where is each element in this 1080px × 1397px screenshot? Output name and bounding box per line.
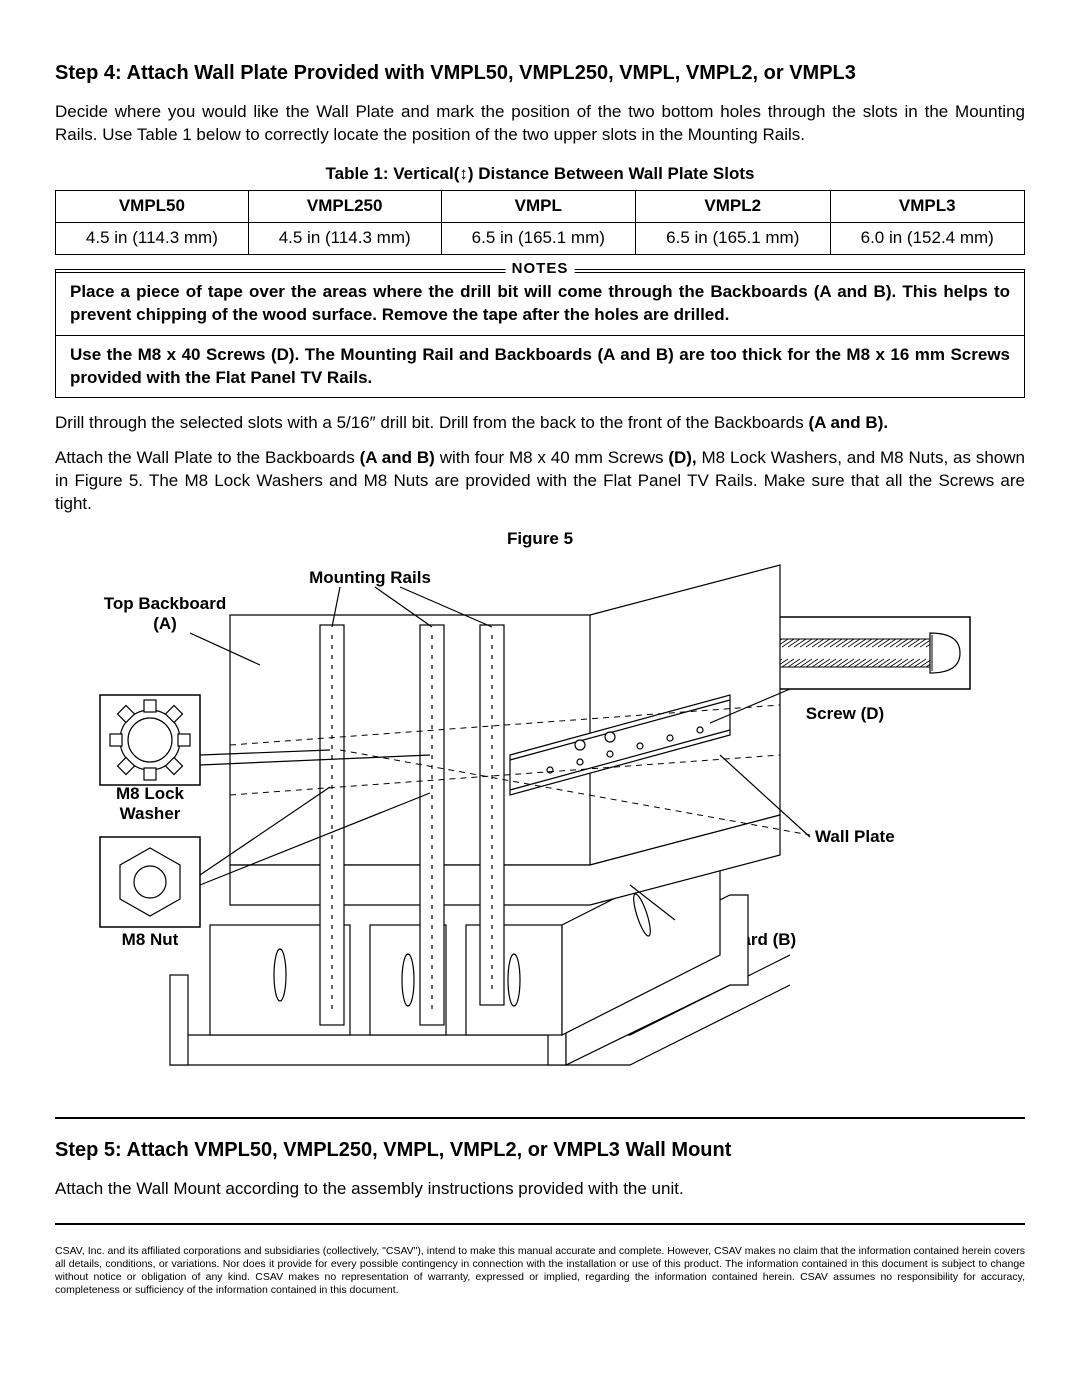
th-vmpl250: VMPL250 [248, 190, 441, 222]
mounting-rail-1 [320, 625, 344, 1025]
legal-disclaimer: CSAV, Inc. and its affiliated corporatio… [55, 1245, 1025, 1298]
divider [55, 1117, 1025, 1119]
step5-body: Attach the Wall Mount according to the a… [55, 1178, 1025, 1201]
svg-text:M8 Lock: M8 Lock [116, 784, 185, 803]
figure5: Mounting Rails Top Backboard (A) M8 Lock… [55, 555, 1025, 1095]
td-vmpl: 6.5 in (165.1 mm) [441, 222, 635, 254]
td-vmpl3: 6.0 in (152.4 mm) [830, 222, 1025, 254]
notes-row-2: Use the M8 x 40 Screws (D). The Mounting… [56, 335, 1024, 398]
td-vmpl250: 4.5 in (114.3 mm) [248, 222, 441, 254]
step5-heading: Step 5: Attach VMPL50, VMPL250, VMPL, VM… [55, 1137, 1025, 1164]
td-vmpl2: 6.5 in (165.1 mm) [636, 222, 830, 254]
th-vmpl50: VMPL50 [56, 190, 249, 222]
mounting-rail-3 [480, 625, 504, 1005]
th-vmpl3: VMPL3 [830, 190, 1025, 222]
notes-title: NOTES [506, 259, 575, 279]
step4-intro: Decide where you would like the Wall Pla… [55, 101, 1025, 147]
step4-heading: Step 4: Attach Wall Plate Provided with … [55, 60, 1025, 87]
table-row: 4.5 in (114.3 mm) 4.5 in (114.3 mm) 6.5 … [56, 222, 1025, 254]
table-row: VMPL50 VMPL250 VMPL VMPL2 VMPL3 [56, 190, 1025, 222]
label-mounting-rails: Mounting Rails [309, 568, 431, 587]
assembly-icon [170, 565, 810, 1065]
assembly-diagram: Mounting Rails Top Backboard (A) M8 Lock… [90, 555, 990, 1095]
th-vmpl2: VMPL2 [636, 190, 830, 222]
label-top-backboard-2: (A) [153, 614, 177, 633]
drill-paragraph: Drill through the selected slots with a … [55, 412, 1025, 435]
table1: VMPL50 VMPL250 VMPL VMPL2 VMPL3 4.5 in (… [55, 190, 1025, 255]
td-vmpl50: 4.5 in (114.3 mm) [56, 222, 249, 254]
attach-paragraph: Attach the Wall Plate to the Backboards … [55, 447, 1025, 516]
notes-row-1: Place a piece of tape over the areas whe… [56, 272, 1024, 335]
figure5-title: Figure 5 [55, 528, 1025, 551]
divider [55, 1223, 1025, 1225]
label-wall-plate: Wall Plate [815, 827, 895, 846]
mounting-rail-2 [420, 625, 444, 1025]
svg-text:Washer: Washer [120, 804, 181, 823]
label-top-backboard-1: Top Backboard [104, 594, 226, 613]
label-screw-d: Screw (D) [806, 704, 884, 723]
th-vmpl: VMPL [441, 190, 635, 222]
table1-title: Table 1: Vertical(↕) Distance Between Wa… [55, 163, 1025, 186]
notes-box: NOTES Place a piece of tape over the are… [55, 269, 1025, 399]
label-m8-nut: M8 Nut [122, 930, 179, 949]
gear-icon [110, 700, 190, 780]
